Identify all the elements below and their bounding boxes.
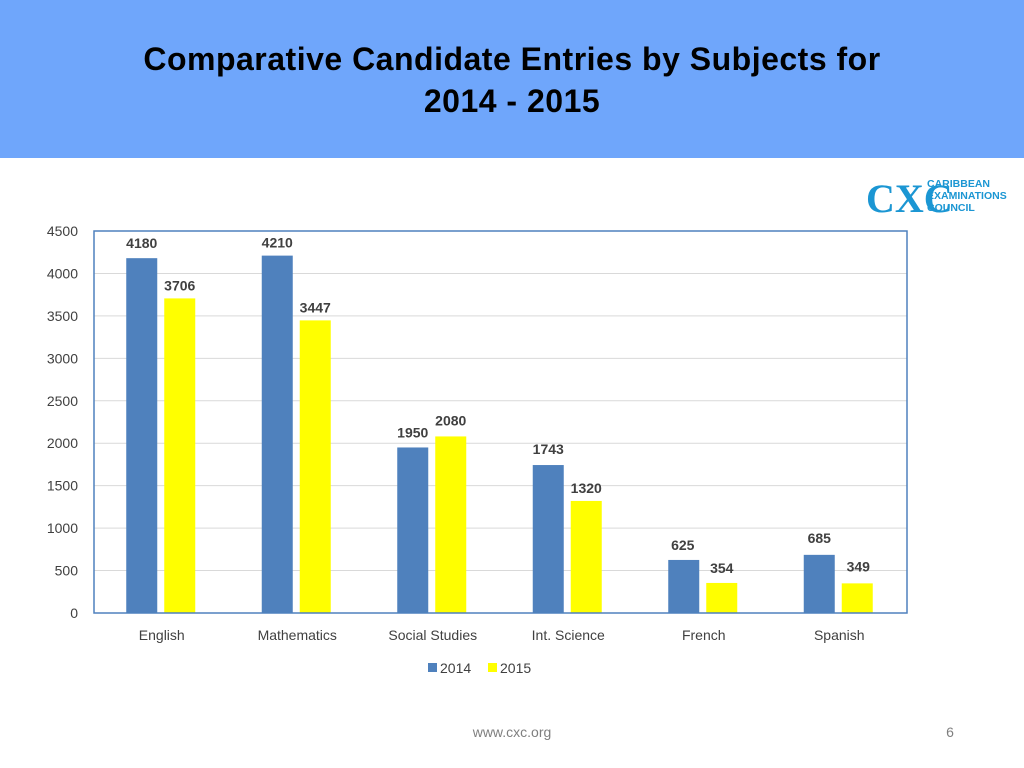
bar-2014 (261, 255, 293, 613)
slide-title-line1: Comparative Candidate Entries by Subject… (143, 41, 881, 77)
y-tick-label: 0 (70, 605, 78, 621)
logo-line1: CARIBBEAN (927, 178, 990, 190)
bar-chart: 0 500 1000 1500 2000 2500 3000 3500 4000 4500 418… (47, 223, 908, 676)
y-tick-label: 4500 (47, 223, 78, 239)
data-label-2015: 1320 (571, 480, 602, 496)
data-label-2014: 625 (671, 537, 695, 553)
bar-2014 (532, 465, 564, 613)
bar-2015 (164, 298, 196, 613)
y-tick-label: 2000 (47, 435, 78, 451)
x-tick-label: Spanish (814, 627, 865, 643)
bar-2015 (435, 436, 467, 613)
data-label-2014: 4210 (262, 235, 293, 251)
logo-monogram: CXC (866, 176, 953, 221)
x-tick-label: Social Studies (388, 627, 477, 643)
bar-2014 (668, 559, 700, 613)
x-tick-label: English (139, 627, 185, 643)
chart-data-labels: 4180 3706 4210 3447 1950 2080 1743 1320 625 354 68… (126, 235, 870, 576)
logo-wordmark: CARIBBEAN EXAMINATIONS COUNCIL (927, 178, 1022, 214)
bar-2015 (299, 320, 331, 613)
slide-title: Comparative Candidate Entries by Subject… (40, 38, 984, 122)
chart-bars (126, 255, 873, 613)
bar-2014 (397, 447, 429, 613)
y-axis: 0 500 1000 1500 2000 2500 3000 3500 4000 4500 (47, 223, 78, 621)
y-tick-label: 1000 (47, 520, 78, 536)
data-label-2015: 2080 (435, 412, 466, 428)
bar-2014 (126, 258, 158, 613)
data-label-2014: 1743 (533, 441, 564, 457)
chart-gridlines (94, 230, 907, 614)
plot-area-border (93, 230, 908, 614)
legend-swatch-2015 (488, 663, 497, 672)
y-tick-label: 4000 (47, 265, 78, 281)
y-tick-label: 3500 (47, 308, 78, 324)
x-tick-label: Mathematics (258, 627, 337, 643)
cxc-logo-icon: CXC (866, 176, 953, 221)
y-tick-label: 2500 (47, 393, 78, 409)
y-tick-label: 500 (55, 563, 79, 579)
data-label-2015: 349 (847, 558, 871, 574)
page-number: 6 (946, 724, 954, 740)
data-label-2015: 354 (710, 560, 734, 576)
x-tick-label: Int. Science (532, 627, 605, 643)
y-tick-label: 1500 (47, 478, 78, 494)
y-tick-label: 3000 (47, 350, 78, 366)
x-axis: English Mathematics Social Studies Int. Sci… (139, 627, 865, 643)
legend-swatch-2014 (428, 663, 437, 672)
legend-label-2014: 2014 (440, 660, 471, 676)
data-label-2014: 4180 (126, 235, 157, 251)
title-banner (0, 0, 1024, 158)
logo-line3: COUNCIL (927, 202, 975, 214)
bar-2014 (803, 554, 835, 613)
legend-label-2015: 2015 (500, 660, 531, 676)
x-tick-label: French (682, 627, 726, 643)
logo-line2: EXAMINATIONS (927, 190, 1007, 202)
data-label-2015: 3706 (164, 277, 195, 293)
slide-title-line2: 2014 - 2015 (423, 83, 601, 119)
data-label-2014: 685 (808, 530, 832, 546)
bar-2015 (841, 583, 873, 613)
bar-2015 (570, 500, 602, 613)
data-label-2015: 3447 (300, 299, 331, 315)
footer-website[interactable]: www.cxc.org (472, 724, 552, 740)
bar-2015 (706, 582, 738, 613)
data-label-2014: 1950 (397, 424, 428, 440)
chart-legend: 2014 2015 (428, 660, 531, 676)
